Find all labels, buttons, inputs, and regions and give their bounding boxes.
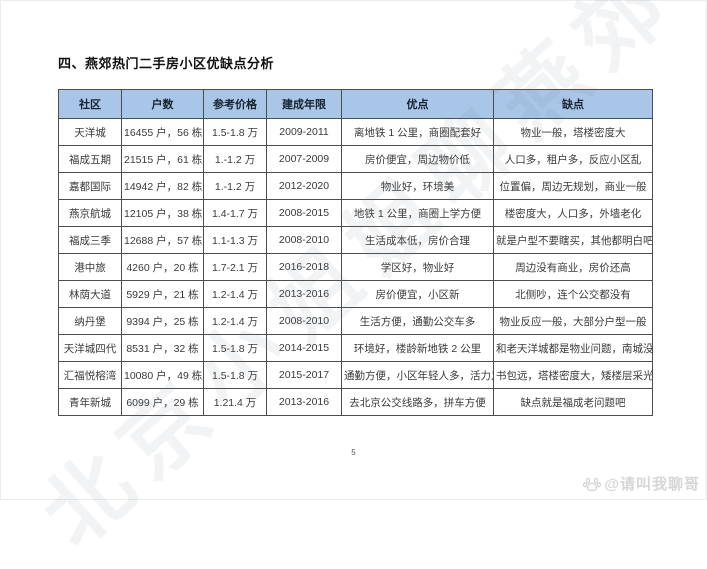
table-row: 燕京航城 12105 户，38 栋 1.4-1.7 万 2008-2015 地铁 1 公… bbox=[58, 199, 653, 227]
table-cell: 福成三季 bbox=[58, 226, 122, 254]
table-cell: 1.7-2.1 万 bbox=[203, 253, 267, 281]
table-cell: 天洋城四代 bbox=[58, 334, 122, 362]
table-cell: 纳丹堡 bbox=[58, 307, 122, 335]
table-row: 港中旅 4260 户，20 栋 1.7-2.1 万 2016-2018 学区好，物业好周… bbox=[58, 253, 653, 281]
table-cell: 12688 户，57 栋 bbox=[121, 226, 204, 254]
table-cell: 人口多，租户多，反应小区乱 bbox=[493, 145, 653, 173]
table-cell: 16455 户，56 栋 bbox=[121, 118, 204, 146]
table-cell: 1.2-1.4 万 bbox=[203, 280, 267, 308]
table-cell: 书包远，塔楼密度大，矮楼层采光不好 bbox=[493, 361, 653, 389]
table-cell: 位置偏，周边无规划，商业一般 bbox=[493, 172, 653, 200]
column-header-pros: 优点 bbox=[341, 89, 494, 119]
table-cell: 2015-2017 bbox=[266, 361, 342, 389]
table-cell: 楼密度大，人口多，外墙老化 bbox=[493, 199, 653, 227]
table-cell: 1.5-1.8 万 bbox=[203, 118, 267, 146]
table-cell: 1.-1.2 万 bbox=[203, 172, 267, 200]
table-cell: 1.1-1.3 万 bbox=[203, 226, 267, 254]
table-cell: 2008-2010 bbox=[266, 307, 342, 335]
table-cell: 房价便宜，小区新 bbox=[341, 280, 494, 308]
table-cell: 1.5-1.8 万 bbox=[203, 334, 267, 362]
table-row: 福成三季 12688 户，57 栋 1.1-1.3 万 2008-2010 生活成本低，… bbox=[58, 226, 653, 254]
table-cell: 物业反应一般，大部分户型一般 bbox=[493, 307, 653, 335]
table-cell: 2013-2016 bbox=[266, 388, 342, 416]
table-cell: 2013-2016 bbox=[266, 280, 342, 308]
table-cell: 1.5-1.8 万 bbox=[203, 361, 267, 389]
column-header-community: 社区 bbox=[58, 89, 122, 119]
credit-text: @请叫我聊哥 bbox=[604, 476, 700, 493]
table-row: 天洋城四代 8531 户，32 栋 1.5-1.8 万 2014-2015 环境好，楼龄… bbox=[58, 334, 653, 362]
column-header-price: 参考价格 bbox=[203, 89, 267, 119]
table-cell: 生活方便，通勤公交车多 bbox=[341, 307, 494, 335]
table-cell: 去北京公交线路多，拼车方便 bbox=[341, 388, 494, 416]
table-cell: 福成五期 bbox=[58, 145, 122, 173]
table-row: 天洋城 16455 户，56 栋 1.5-1.8 万 2009-2011 离地铁 1 公… bbox=[58, 118, 653, 146]
table-cell: 2014-2015 bbox=[266, 334, 342, 362]
table-row: 林荫大道 5929 户，21 栋 1.2-1.4 万 2013-2016 房价便宜，小区… bbox=[58, 280, 653, 308]
table-cell: 天洋城 bbox=[58, 118, 122, 146]
table-row: 福成五期 21515 户，61 栋 1.-1.2 万 2007-2009 房价便宜，周边… bbox=[58, 145, 653, 173]
table-cell: 2007-2009 bbox=[266, 145, 342, 173]
column-header-year-built: 建成年限 bbox=[266, 89, 342, 119]
table-cell: 物业好，环境美 bbox=[341, 172, 494, 200]
table-cell: 21515 户，61 栋 bbox=[121, 145, 204, 173]
column-header-households: 户数 bbox=[121, 89, 204, 119]
table-cell: 生活成本低，房价合理 bbox=[341, 226, 494, 254]
table-cell: 嘉都国际 bbox=[58, 172, 122, 200]
table-cell: 就是户型不要瞎买，其他都明白吧 bbox=[493, 226, 653, 254]
table-cell: 离地铁 1 公里，商圈配套好 bbox=[341, 118, 494, 146]
page-number: 5 bbox=[351, 448, 356, 457]
table-cell: 14942 户，82 栋 bbox=[121, 172, 204, 200]
table-cell: 物业一般，塔楼密度大 bbox=[493, 118, 653, 146]
table-row: 纳丹堡 9394 户，25 栋 1.2-1.4 万 2008-2010 生活方便，通勤公… bbox=[58, 307, 653, 335]
table-cell: 通勤方便，小区年轻人多，活力足 bbox=[341, 361, 494, 389]
table-cell: 2008-2015 bbox=[266, 199, 342, 227]
table-cell: 1.4-1.7 万 bbox=[203, 199, 267, 227]
table-cell: 缺点就是福成老问题吧 bbox=[493, 388, 653, 416]
table-cell: 地铁 1 公里，商圈上学方便 bbox=[341, 199, 494, 227]
table-cell: 港中旅 bbox=[58, 253, 122, 281]
table-cell: 9394 户，25 栋 bbox=[121, 307, 204, 335]
table-cell: 学区好，物业好 bbox=[341, 253, 494, 281]
table-cell: 4260 户，20 栋 bbox=[121, 253, 204, 281]
table-cell: 5929 户，21 栋 bbox=[121, 280, 204, 308]
table-cell: 1.2-1.4 万 bbox=[203, 307, 267, 335]
table-cell: 2009-2011 bbox=[266, 118, 342, 146]
table-row: 青年新城 6099 户，29 栋 1.21.4 万 2013-2016 去北京公交线路多… bbox=[58, 388, 653, 416]
table-cell: 和老天洋城都是物业问题，南城没有商圈 bbox=[493, 334, 653, 362]
table-cell: 10080 户，49 栋 bbox=[121, 361, 204, 389]
table-cell: 6099 户，29 栋 bbox=[121, 388, 204, 416]
table-row: 汇福悦榕湾 10080 户，49 栋 1.5-1.8 万 2015-2017 通勤方便，… bbox=[58, 361, 653, 389]
table-cell: 2016-2018 bbox=[266, 253, 342, 281]
table-cell: 林荫大道 bbox=[58, 280, 122, 308]
table-cell: 环境好，楼龄新地铁 2 公里 bbox=[341, 334, 494, 362]
table-cell: 1.-1.2 万 bbox=[203, 145, 267, 173]
table-cell: 青年新城 bbox=[58, 388, 122, 416]
table-cell: 燕京航城 bbox=[58, 199, 122, 227]
page-title: 四、燕郊热门二手房小区优缺点分析 bbox=[58, 56, 275, 71]
table-cell: 房价便宜，周边物价低 bbox=[341, 145, 494, 173]
table-header-row: 社区 户数 参考价格 建成年限 优点 缺点 bbox=[58, 89, 653, 119]
credit-watermark: @请叫我聊哥 bbox=[582, 473, 700, 494]
table-cell: 北侧吵，连个公交都没有 bbox=[493, 280, 653, 308]
table-cell: 1.21.4 万 bbox=[203, 388, 267, 416]
table-cell: 2008-2010 bbox=[266, 226, 342, 254]
table-cell: 周边没有商业，房价还高 bbox=[493, 253, 653, 281]
column-header-cons: 缺点 bbox=[493, 89, 653, 119]
table-cell: 2012-2020 bbox=[266, 172, 342, 200]
table-cell: 12105 户，38 栋 bbox=[121, 199, 204, 227]
table-cell: 8531 户，32 栋 bbox=[121, 334, 204, 362]
table-row: 嘉都国际 14942 户，82 栋 1.-1.2 万 2012-2020 物业好，环境美… bbox=[58, 172, 653, 200]
baidu-paw-icon bbox=[582, 474, 602, 494]
table-cell: 汇福悦榕湾 bbox=[58, 361, 122, 389]
table-body: 天洋城 16455 户，56 栋 1.5-1.8 万 2009-2011 离地铁 1 公… bbox=[58, 118, 653, 416]
community-comparison-table: 社区 户数 参考价格 建成年限 优点 缺点 天洋城 16455 户，56 栋 1.5… bbox=[58, 89, 653, 416]
